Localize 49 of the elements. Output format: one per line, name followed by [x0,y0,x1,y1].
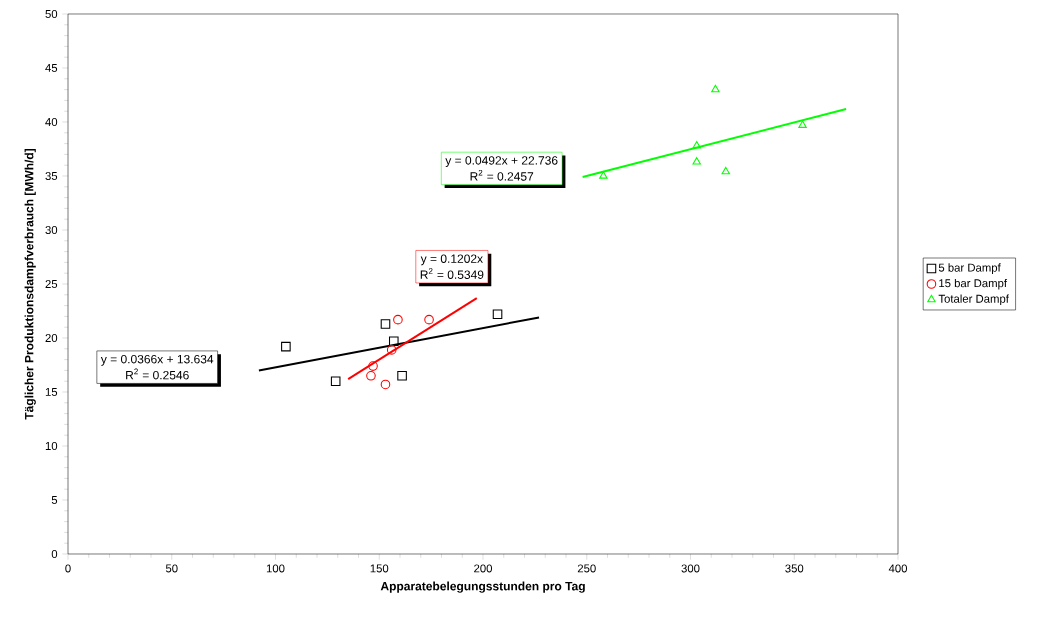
point [424,314,434,325]
annotation: R$^{2}$ = 0.2457 [470,169,534,181]
y-tick-label: 50 [45,9,58,18]
point [492,309,503,320]
legend-label: 5 bar Dampf [938,263,1001,274]
x-axis-title: Apparatebelegungsstunden pro Tag [380,581,585,593]
point [281,341,291,352]
point [397,370,407,381]
legend-label: 15 bar Dampf [939,278,1008,290]
point [330,376,341,386]
annotation: y = 0.1202x [420,254,483,266]
point [711,84,720,93]
annotation: R$^{2}$ = 0.5349 [420,268,484,279]
y-tick-label: 20 [45,333,58,342]
x-tick-label: 150 [370,564,389,573]
x-tick-label: 250 [577,564,596,573]
y-tick-label: 10 [45,441,58,450]
point [798,120,807,128]
y-tick-label: 0 [51,550,58,558]
x-tick-label: 350 [785,564,804,573]
x-tick-label: 100 [266,564,285,573]
point [368,361,378,371]
y-tick-label: 35 [45,171,58,180]
y-tick-label: 45 [45,64,58,72]
y-tick-label: 40 [45,117,58,126]
point [366,370,376,381]
legend-label: Totaler Dampf [938,294,1009,305]
point [599,171,608,179]
point [380,319,391,329]
point [721,166,731,175]
point [380,379,391,390]
x-tick-label: 50 [165,564,178,573]
x-tick-label: 300 [681,564,700,573]
y-tick-label: 15 [45,388,58,396]
x-tick-label: 0 [65,564,71,573]
y-axis-title: Täglicher Produktionsdampfverbrauch [MWh/d] [24,148,36,420]
y-tick-label: 5 [51,496,58,504]
annotation: R$^{2}$ = 0.2546 [126,368,189,380]
y-tick-label: 30 [45,225,58,234]
x-tick-label: 200 [474,564,493,573]
x-tick-label: 400 [888,564,908,573]
point [692,157,701,165]
y-tick-label: 25 [45,279,58,288]
point [692,140,701,149]
annotation: y = 0.0492x + 22.736 [445,156,558,168]
point [393,314,403,325]
annotation: y = 0.0366x + 13.634 [100,354,214,366]
point [386,345,397,355]
point [388,336,399,347]
